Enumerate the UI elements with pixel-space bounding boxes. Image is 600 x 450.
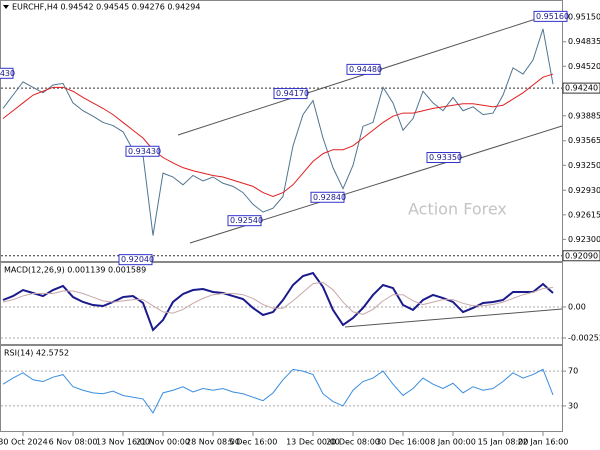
watermark: Action Forex [408,200,507,219]
annotation-label: 0.92840 [313,193,346,202]
y-tick-label: 0.94520 [568,62,600,71]
y-tick-label: 0.92300 [568,235,600,244]
header-arrow [3,5,9,9]
y-tick-label: 0.95150 [568,13,600,22]
macd-header: MACD(12,26,9) 0.001139 0.001589 [4,266,146,275]
y-tick-label: 0.92615 [568,210,600,219]
y-tick-label: 30 [568,401,578,410]
x-tick-label: 22 Jan 16:00 [518,438,569,447]
annotation-label: 0.92540 [230,216,263,225]
annotation-box [346,63,381,75]
annotation-box [426,152,461,164]
y-tick-label: 70 [568,367,578,376]
x-tick-label: 30 Oct 2024 [0,438,48,447]
rsi-header: RSI(14) 42.5752 [4,349,69,358]
annotation-box [0,67,14,79]
x-tick-label: 6 Nov 08:00 [49,438,98,447]
annotation-box [533,10,568,22]
annotation-box [125,145,160,157]
y-tick-label: 0.93565 [568,136,600,145]
y-tick-label: -0.002521 [568,334,600,343]
price-level-label: 0.94240 [565,84,598,93]
x-tick-label: 13 Dec 00:00 [286,438,340,447]
annotation-label: 0.94480 [349,65,382,74]
annotation-label: 0.94170 [276,89,309,98]
annotation-box [118,254,153,266]
price-level-label: 0.92090 [565,251,598,260]
macd-trendline [344,308,563,328]
x-tick-label: 21 Nov 00:00 [136,438,190,447]
rsi-panel [0,345,563,432]
x-tick-label: 13 Nov 16:00 [96,438,150,447]
y-tick-label: 0.93885 [568,111,600,120]
series-line [2,28,554,236]
price-panel [0,0,563,262]
y-tick-label: 0.93250 [568,161,600,170]
annotation-box [310,191,345,203]
channel-upper [177,14,549,136]
x-tick-label: 8 Jan 00:00 [430,438,476,447]
annotation-label: 0.95160 [536,12,569,21]
annotation-label: 0.92040 [121,255,154,264]
x-tick-label: 15 Jan 08:00 [478,438,529,447]
x-tick-label: 5 Dec 16:00 [229,438,278,447]
annotation-box [273,88,308,100]
annotation-box [227,215,262,227]
price-header: EURCHF,H4 0.94542 0.94545 0.94276 0.9429… [12,3,200,12]
annotation-label: 0.93350 [429,153,462,162]
annotation-label: 0.93430 [128,147,161,156]
annotation-label: 0.94430 [0,69,15,78]
x-tick-label: 30 Dec 16:00 [376,438,430,447]
x-tick-label: 20 Dec 08:00 [326,438,380,447]
price-level-box [562,250,600,262]
series-line [2,73,554,198]
series-line [2,281,554,315]
price-level-box [562,82,600,94]
series-line [2,271,554,332]
macd-panel [0,262,563,345]
x-tick-label: 28 Nov 08:00 [186,438,240,447]
y-tick-label: 0.00 [568,303,586,312]
y-tick-label: 0.92930 [568,186,600,195]
series-line [2,368,554,414]
y-tick-label: 0.94835 [568,37,600,46]
